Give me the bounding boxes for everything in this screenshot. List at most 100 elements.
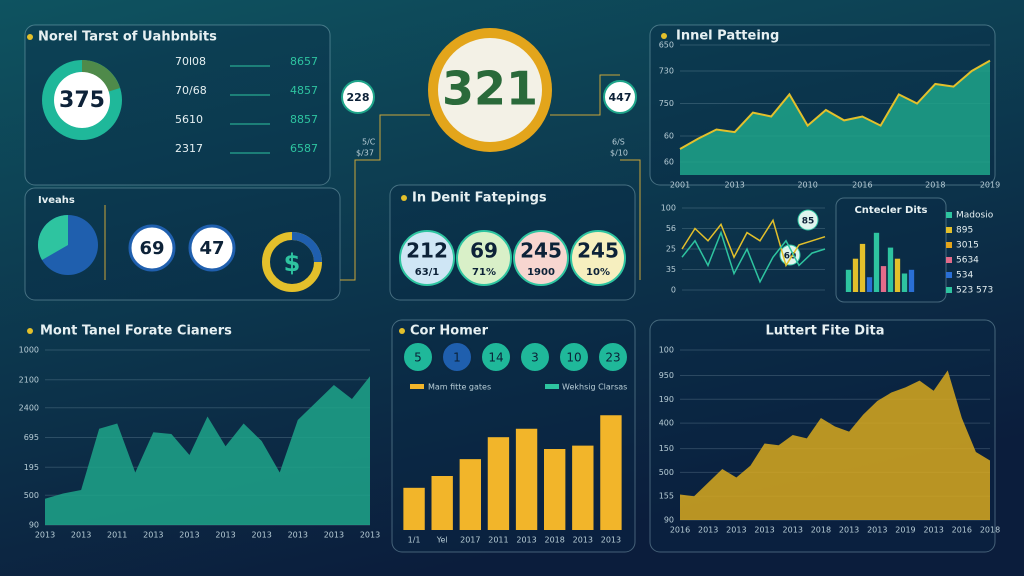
x-tick-label: 2013 [215,531,235,540]
legend-swatch [946,212,952,218]
panel-title: Innel Patteing [676,29,779,44]
row-value: 4857 [290,84,318,97]
y-tick-label: 100 [661,204,676,213]
stat-circle [558,341,590,373]
stat-value: 69 [139,238,164,259]
stat-value: 245 [577,239,619,263]
bar [894,258,901,292]
x-tick-label: 2013 [783,526,803,535]
bubble-value: 447 [609,91,632,104]
x-tick-label: 2018 [811,526,831,535]
x-tick-label: 2013 [324,531,344,540]
legend-swatch [946,257,952,263]
area [45,376,370,525]
stat-value: 10 [566,351,581,365]
x-tick-label: 2001 [670,181,690,190]
x-tick-label: 2013 [923,526,943,535]
x-tick-label: 2013 [143,531,163,540]
bar [459,459,481,530]
y-tick-label: 650 [659,41,674,50]
row-value: 6587 [290,142,318,155]
panel-title: Iveahs [38,195,75,206]
icon: $ [284,249,301,277]
y-tick-label: 0 [671,286,676,295]
legend-swatch [946,227,952,233]
x-tick-label: 2018 [980,526,1000,535]
stat-value: 245 [520,239,562,263]
stat-circle [128,224,176,272]
x-tick-label: 2019 [895,526,915,535]
stat-sub: 1900 [527,267,555,278]
marker [797,209,819,231]
legend-label: 895 [956,226,973,236]
bar [873,232,880,292]
row-label: 5610 [175,113,203,126]
dot [401,195,407,201]
bar [572,445,594,530]
stat-circle [441,341,473,373]
y-tick-label: 100 [659,346,674,355]
dot [27,34,33,40]
bubble-value: 228 [347,91,370,104]
x-tick-label: 2013 [35,531,55,540]
x-tick-label: 2019 [980,181,1000,190]
stat-circle [402,341,434,373]
legend-swatch [946,272,952,278]
legend-label: Wekhsig Clarsas [562,383,627,392]
y-tick-label: 90 [664,516,674,525]
stat-value: 47 [199,238,224,259]
row-label: 70/68 [175,84,207,97]
panel-title: Luttert Fite Dita [765,324,884,339]
legend-swatch [410,384,424,389]
stat-circle [456,230,512,286]
stat-value: 69 [470,239,498,263]
donut-hole [54,72,110,128]
y-tick-label: 750 [659,99,674,108]
row-label: 2317 [175,142,203,155]
panel-title: Cntecler Dits [854,205,927,216]
x-tick-label: 2013 [867,526,887,535]
x-tick-label: 2013 [601,536,621,545]
y-tick-label: 190 [659,395,674,404]
stat-sub: 63/1 [415,267,440,278]
stat-sub: 10% [586,267,610,278]
bar [908,269,915,292]
stat-value: 1 [453,351,461,365]
bar [887,247,894,292]
legend-swatch [545,384,559,389]
x-tick-label: 2013 [726,526,746,535]
legend-label: 3015 [956,241,979,251]
panel-title: Cor Homer [410,324,489,339]
panel [24,187,341,301]
y-tick-label: 35 [666,265,676,274]
stat-value: 3 [531,351,539,365]
stat-circle [399,230,455,286]
icon-ring-segment [291,232,322,263]
stat-value: 14 [488,351,503,365]
y-tick-label: 500 [24,491,39,500]
x-tick-label: 2013 [573,536,593,545]
x-tick-label: 2011 [488,536,508,545]
link-label: 5/C [362,138,376,147]
stat-sub: 71% [472,267,496,278]
bar [403,487,425,530]
legend-swatch [946,242,952,248]
bar [866,277,873,292]
x-tick-label: 2013 [360,531,380,540]
stat-circle [570,230,626,286]
panel-title: Mont Tanel Forate Cianers [40,324,232,339]
stat-value: 5 [414,351,422,365]
bar [852,258,859,292]
bubble [603,80,637,114]
y-tick-label: 25 [666,245,676,254]
link-label: $/10 [610,149,628,158]
connector [340,74,641,281]
x-tick-label: 1/1 [408,536,421,545]
stat-circle [513,230,569,286]
y-tick-label: 730 [659,67,674,76]
bar [515,428,538,530]
y-tick-label: 90 [29,521,39,530]
row-value: 8657 [290,55,318,68]
x-tick-label: 2013 [288,531,308,540]
